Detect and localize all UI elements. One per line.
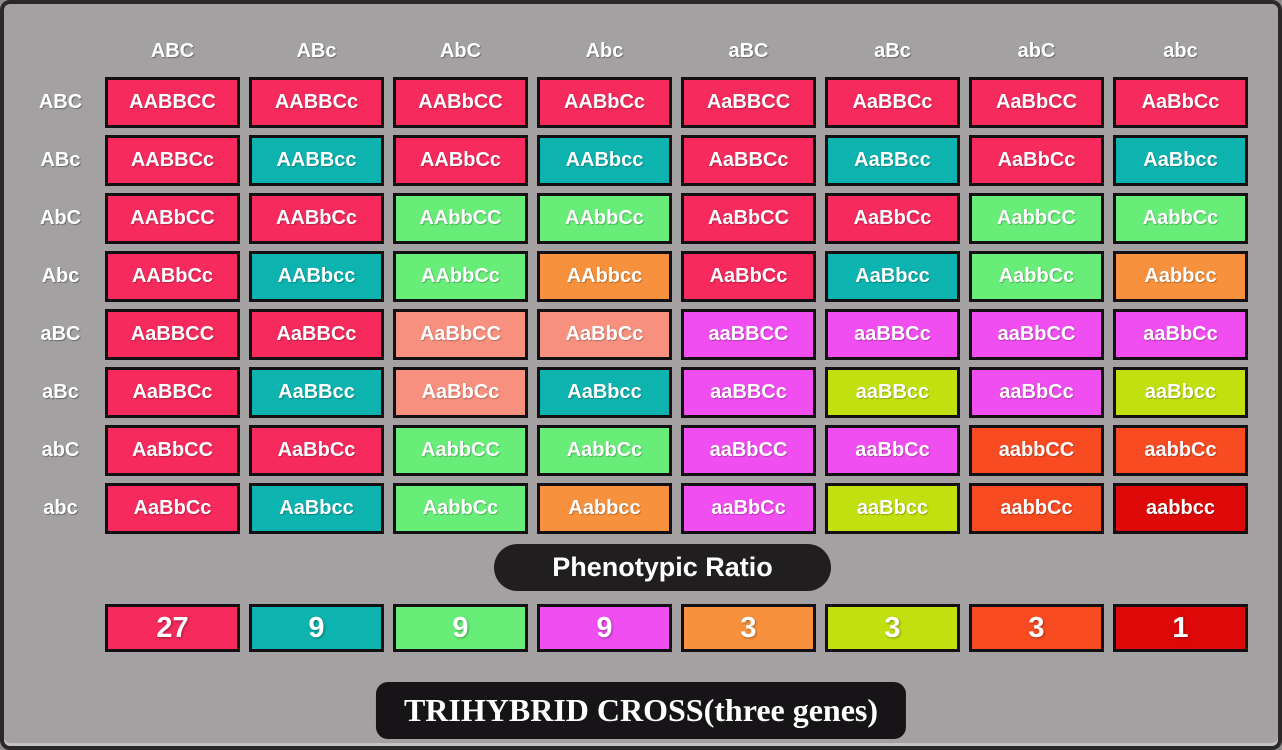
punnett-cell: Aabbcc bbox=[1113, 251, 1248, 302]
row-header: ABC bbox=[38, 91, 83, 113]
punnett-cell: aaBbCC bbox=[969, 309, 1104, 360]
punnett-cell: AaBbCC bbox=[681, 193, 816, 244]
ratio-box: 3 bbox=[969, 604, 1104, 652]
column-header: aBc bbox=[874, 39, 911, 62]
grid-corner-spacer bbox=[7, 32, 96, 70]
punnett-cell: AaBbCc bbox=[969, 135, 1104, 186]
punnett-cell: AaBbCc bbox=[393, 367, 528, 418]
punnett-cell: aaBbCc bbox=[1113, 309, 1248, 360]
punnett-cell: AAbbCC bbox=[393, 193, 528, 244]
punnett-cell: AABBcc bbox=[249, 135, 384, 186]
punnett-cell: AABbcc bbox=[537, 135, 672, 186]
column-header: ABc bbox=[296, 39, 337, 62]
punnett-cell: aaBBCc bbox=[681, 367, 816, 418]
punnett-cell: AABbCC bbox=[393, 77, 528, 128]
row-header: ABc bbox=[40, 149, 81, 171]
ratio-row-spacer bbox=[7, 604, 96, 652]
punnett-cell: AaBbCc bbox=[1113, 77, 1248, 128]
punnett-cell: AaBbCC bbox=[393, 309, 528, 360]
punnett-cell: AABbCc bbox=[537, 77, 672, 128]
punnett-cell: AaBBCc bbox=[105, 367, 240, 418]
ratio-box: 1 bbox=[1113, 604, 1248, 652]
punnett-cell: aaBbCc bbox=[825, 425, 960, 476]
punnett-cell: aabbCC bbox=[969, 425, 1104, 476]
punnett-cell: AaBBcc bbox=[825, 135, 960, 186]
punnett-cell: AABbcc bbox=[249, 251, 384, 302]
phenotypic-ratio-label: Phenotypic Ratio bbox=[494, 544, 831, 591]
ratio-box: 9 bbox=[537, 604, 672, 652]
punnett-cell: AaBBCc bbox=[681, 135, 816, 186]
punnett-cell: aaBbCC bbox=[681, 425, 816, 476]
punnett-cell: aaBBcc bbox=[825, 367, 960, 418]
punnett-cell: AABBCc bbox=[249, 77, 384, 128]
punnett-cell: AABbCc bbox=[393, 135, 528, 186]
column-header: abC bbox=[1017, 39, 1056, 62]
column-header: aBC bbox=[728, 39, 769, 62]
punnett-cell: AaBbCc bbox=[249, 425, 384, 476]
row-header: abC bbox=[41, 439, 80, 461]
punnett-cell: AabbCc bbox=[969, 251, 1104, 302]
punnett-cell: AaBbCc bbox=[537, 309, 672, 360]
punnett-cell: AabbCC bbox=[969, 193, 1104, 244]
row-header: aBC bbox=[40, 323, 81, 345]
column-header: AbC bbox=[439, 39, 482, 62]
punnett-cell: AaBBCC bbox=[105, 309, 240, 360]
ratio-box: 3 bbox=[825, 604, 960, 652]
punnett-cell: aaBBCc bbox=[825, 309, 960, 360]
punnett-cell: AabbCc bbox=[393, 483, 528, 534]
punnett-cell: AaBbCc bbox=[825, 193, 960, 244]
punnett-cell: aaBbcc bbox=[825, 483, 960, 534]
punnett-cell: aaBbcc bbox=[1113, 367, 1248, 418]
punnett-cell: AAbbCc bbox=[393, 251, 528, 302]
punnett-cell: AaBbCc bbox=[681, 251, 816, 302]
punnett-cell: AaBBCc bbox=[825, 77, 960, 128]
punnett-cell: AaBbCc bbox=[105, 483, 240, 534]
punnett-cell: AABbCc bbox=[249, 193, 384, 244]
diagram-title: TRIHYBRID CROSS(three genes) bbox=[375, 682, 907, 739]
punnett-cell: Aabbcc bbox=[537, 483, 672, 534]
ratio-box: 27 bbox=[105, 604, 240, 652]
punnett-cell: AaBbcc bbox=[825, 251, 960, 302]
punnett-cell: AABbCc bbox=[105, 251, 240, 302]
ratio-box: 9 bbox=[393, 604, 528, 652]
ratio-box: 3 bbox=[681, 604, 816, 652]
punnett-cell: aabbCc bbox=[1113, 425, 1248, 476]
punnett-cell: aaBBCC bbox=[681, 309, 816, 360]
ratio-box: 9 bbox=[249, 604, 384, 652]
punnett-cell: AaBbcc bbox=[1113, 135, 1248, 186]
punnett-cell: AaBbCC bbox=[105, 425, 240, 476]
column-header: ABC bbox=[150, 39, 195, 62]
punnett-cell: AAbbcc bbox=[537, 251, 672, 302]
punnett-cell: AABBCC bbox=[105, 77, 240, 128]
row-header: aBc bbox=[42, 381, 79, 403]
punnett-square: ABC ABc AbC Abc aBC aBc abC abc ABC AABBCC AABBCc A… bbox=[7, 32, 1248, 534]
phenotypic-ratio-row: 27 9 9 9 3 3 3 1 bbox=[7, 604, 1248, 652]
punnett-cell: AaBBcc bbox=[249, 367, 384, 418]
row-header: Abc bbox=[41, 265, 80, 287]
column-header: abc bbox=[1163, 39, 1198, 62]
punnett-cell: AABBCc bbox=[105, 135, 240, 186]
column-header: Abc bbox=[585, 39, 624, 62]
punnett-cell: aaBbCc bbox=[681, 483, 816, 534]
punnett-cell: AabbCc bbox=[1113, 193, 1248, 244]
punnett-cell: AaBBCC bbox=[681, 77, 816, 128]
punnett-cell: AaBbcc bbox=[537, 367, 672, 418]
punnett-cell: AABbCC bbox=[105, 193, 240, 244]
punnett-cell: AabbCc bbox=[537, 425, 672, 476]
punnett-cell: AaBbCC bbox=[969, 77, 1104, 128]
row-header: AbC bbox=[39, 207, 82, 229]
punnett-cell: AaBbcc bbox=[249, 483, 384, 534]
punnett-cell: aabbCc bbox=[969, 483, 1104, 534]
punnett-cell: AAbbCc bbox=[537, 193, 672, 244]
row-header: abc bbox=[43, 497, 78, 519]
punnett-cell: AaBBCc bbox=[249, 309, 384, 360]
punnett-cell: aabbcc bbox=[1113, 483, 1248, 534]
punnett-cell: aaBbCc bbox=[969, 367, 1104, 418]
punnett-cell: AabbCC bbox=[393, 425, 528, 476]
